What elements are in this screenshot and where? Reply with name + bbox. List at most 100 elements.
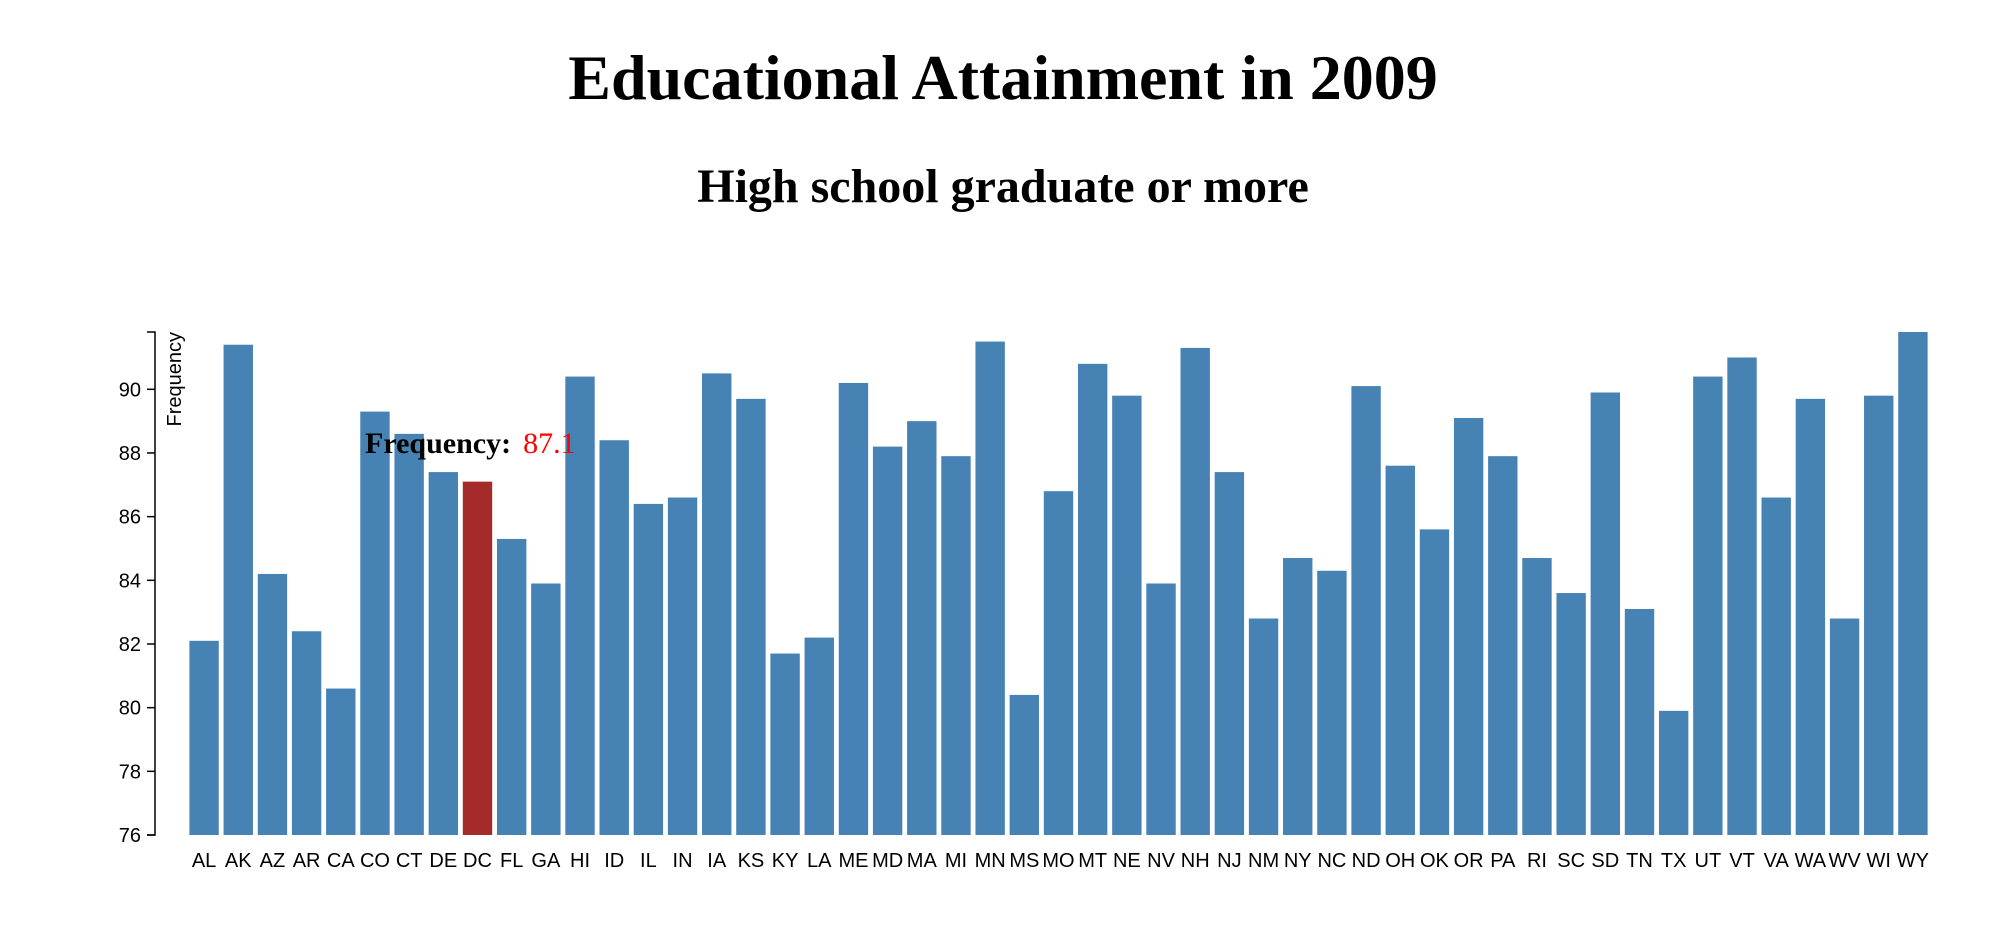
bars-layer <box>189 332 1928 836</box>
x-tick-label: NY <box>1284 850 1312 872</box>
bar-nd[interactable] <box>1351 386 1381 835</box>
bar-hi[interactable] <box>565 376 595 835</box>
bar-dc[interactable] <box>462 481 493 835</box>
bar-co[interactable] <box>360 411 390 835</box>
bar-or[interactable] <box>1453 417 1484 835</box>
y-tick-label: 80 <box>119 698 141 720</box>
y-axis-line <box>147 331 156 836</box>
x-tick-label: ID <box>604 850 624 872</box>
x-tick-label: MS <box>1009 850 1039 872</box>
x-tick-label: CT <box>396 850 423 872</box>
x-tick-label: WY <box>1897 850 1929 872</box>
x-tick-label: MT <box>1078 850 1107 872</box>
bar-oh[interactable] <box>1385 465 1415 835</box>
bar-pa[interactable] <box>1488 456 1518 835</box>
bar-mn[interactable] <box>975 341 1005 835</box>
y-tick-label: 82 <box>119 634 141 656</box>
x-tick-label: MO <box>1042 850 1074 872</box>
x-tick-label: NM <box>1248 850 1279 872</box>
bar-sc[interactable] <box>1556 593 1586 835</box>
bar-id[interactable] <box>599 440 629 835</box>
bar-wy[interactable] <box>1898 332 1928 835</box>
bar-ny[interactable] <box>1283 558 1313 835</box>
x-tick-label: CA <box>327 850 355 872</box>
x-tick-label: WV <box>1828 850 1861 872</box>
x-tick-label: NV <box>1147 850 1175 872</box>
y-tick-label: 90 <box>119 379 141 401</box>
x-tick-label: OR <box>1454 850 1484 872</box>
x-tick-label: RI <box>1527 850 1547 872</box>
bar-nc[interactable] <box>1317 570 1347 835</box>
bar-ia[interactable] <box>702 373 732 835</box>
x-tick-label: UT <box>1695 850 1722 872</box>
x-tick-label: GA <box>531 850 561 872</box>
x-tick-label: SC <box>1557 850 1585 872</box>
x-tick-label: HI <box>570 850 590 872</box>
bar-in[interactable] <box>667 497 698 835</box>
x-tick-label: LA <box>807 850 832 872</box>
bar-ar[interactable] <box>291 631 322 835</box>
tooltip: Frequency: 87.1 <box>365 427 576 460</box>
bar-ct[interactable] <box>394 433 424 835</box>
bar-mo[interactable] <box>1043 491 1074 835</box>
x-tick-label: TN <box>1626 850 1653 872</box>
x-tick-label: SD <box>1591 850 1619 872</box>
bar-sd[interactable] <box>1590 392 1621 835</box>
bar-fl[interactable] <box>496 538 527 835</box>
bar-va[interactable] <box>1761 497 1791 835</box>
bar-al[interactable] <box>189 640 219 835</box>
bar-ut[interactable] <box>1693 376 1723 835</box>
x-tick-label: FL <box>500 850 523 872</box>
bar-wv[interactable] <box>1829 618 1860 835</box>
y-tick-label: 86 <box>119 507 141 529</box>
bar-ky[interactable] <box>770 653 800 835</box>
x-tick-label: WI <box>1867 850 1891 872</box>
x-tick-label: VT <box>1729 850 1755 872</box>
x-tick-label: KY <box>772 850 799 872</box>
bar-ok[interactable] <box>1419 529 1450 835</box>
bar-ks[interactable] <box>736 398 766 835</box>
bar-de[interactable] <box>428 472 459 835</box>
x-tick-label: TX <box>1661 850 1687 872</box>
bar-wa[interactable] <box>1795 398 1826 835</box>
x-tick-label: NC <box>1317 850 1346 872</box>
bar-md[interactable] <box>872 446 903 835</box>
bar-me[interactable] <box>838 382 869 835</box>
x-tick-label: MD <box>872 850 903 872</box>
bar-nj[interactable] <box>1214 472 1245 835</box>
x-tick-label: VA <box>1764 850 1790 872</box>
bar-vt[interactable] <box>1727 357 1757 835</box>
bar-la[interactable] <box>804 637 834 835</box>
bar-nh[interactable] <box>1180 347 1210 835</box>
x-tick-label: MN <box>975 850 1006 872</box>
x-tick-label: IL <box>640 850 657 872</box>
bar-ms[interactable] <box>1009 694 1040 835</box>
bar-nv[interactable] <box>1146 583 1176 836</box>
tooltip-label: Frequency: <box>365 427 511 460</box>
y-axis: 76 78 80 82 84 86 88 90 <box>119 331 156 847</box>
x-tick-label: AL <box>192 850 216 872</box>
x-tick-label: ME <box>838 850 868 872</box>
bar-az[interactable] <box>257 573 288 835</box>
bar-mt[interactable] <box>1077 363 1108 835</box>
bar-tx[interactable] <box>1658 710 1689 835</box>
x-axis: AL AK AZ AR CA CO CT DE DC FL GA HI ID IL IN IA KS KY LA ME… <box>192 850 1929 872</box>
bar-ri[interactable] <box>1522 558 1552 835</box>
bar-wi[interactable] <box>1864 395 1894 835</box>
bar-ne[interactable] <box>1112 395 1142 835</box>
bar-ga[interactable] <box>531 583 561 836</box>
bar-ca[interactable] <box>326 688 356 835</box>
bar-il[interactable] <box>633 503 664 835</box>
x-tick-label: ND <box>1352 850 1381 872</box>
bar-ak[interactable] <box>223 344 253 835</box>
bar-ma[interactable] <box>907 421 937 835</box>
bar-nm[interactable] <box>1248 618 1279 835</box>
bar-mi[interactable] <box>941 456 971 835</box>
y-tick-label: 84 <box>119 570 141 592</box>
x-tick-label: NE <box>1113 850 1141 872</box>
y-tick-label: 88 <box>119 443 141 465</box>
bar-tn[interactable] <box>1624 608 1655 835</box>
x-tick-label: PA <box>1490 850 1516 872</box>
x-tick-label: NH <box>1181 850 1210 872</box>
